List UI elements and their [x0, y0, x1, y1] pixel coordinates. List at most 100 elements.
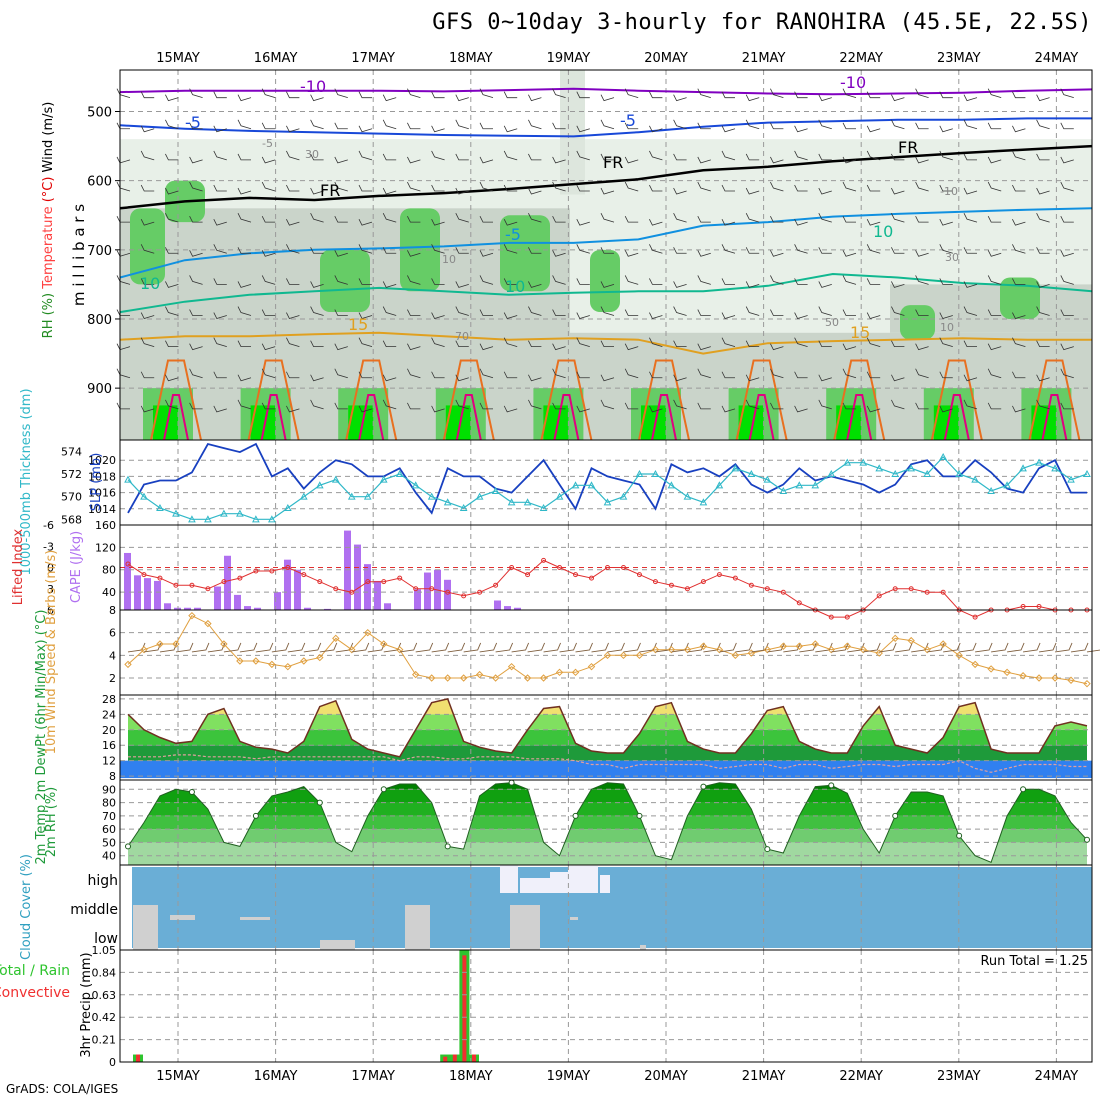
contour-label: -5 — [505, 225, 521, 244]
thickness-point — [363, 492, 372, 500]
wind-barb — [1012, 312, 1026, 319]
cape-bar — [444, 579, 451, 610]
isotherm-25-line — [748, 394, 775, 441]
wind-barb — [794, 312, 808, 319]
isotherm-20-line — [345, 359, 398, 441]
thickness-tick-label: 570 — [61, 491, 82, 504]
wind-barb — [673, 340, 687, 348]
side-legend-part: RH (%) — [41, 289, 56, 339]
line-layer — [116, 87, 1100, 863]
wind-barb — [310, 340, 324, 348]
wind-speed-point — [204, 619, 212, 628]
wind-barb — [1012, 371, 1026, 379]
wind-barb — [963, 306, 978, 316]
wind-barb — [721, 91, 735, 99]
wind-barb — [600, 306, 615, 316]
lifted-index-point — [668, 582, 674, 588]
wind-barb — [455, 340, 469, 348]
lifted-index-point — [940, 589, 946, 595]
contour-label: 30 — [305, 148, 319, 161]
wind-speed-point — [427, 674, 436, 682]
wind-barb — [721, 405, 736, 413]
wind-barb — [1012, 337, 1026, 348]
wind-barb — [1036, 247, 1050, 254]
wind-barb — [431, 150, 445, 161]
cape-bar — [134, 575, 141, 610]
thickness-point — [475, 492, 484, 500]
wind-barb — [382, 212, 397, 223]
wind-speed-point — [156, 640, 164, 648]
wind-barb — [624, 309, 639, 316]
isotherm-line — [119, 331, 1092, 355]
wind-barb — [479, 275, 494, 285]
surface-wind-barb — [895, 642, 913, 653]
wind-barb — [140, 91, 155, 99]
lifted-index-point — [237, 575, 243, 581]
precip-convective-bar — [462, 955, 467, 1062]
thickness-point — [204, 515, 212, 523]
wind-barb — [382, 281, 397, 288]
precip-convective-bar — [472, 1054, 476, 1062]
wind-barb — [503, 312, 518, 319]
wind-barb — [576, 184, 590, 192]
slp-series-line — [127, 442, 1087, 515]
wind-speed-point — [1067, 676, 1075, 684]
wind-barb — [987, 343, 1002, 351]
surface-wind-barb — [399, 642, 418, 653]
surface-wind-barb — [1070, 642, 1089, 653]
wind-barb — [237, 374, 252, 382]
wind-barb — [842, 122, 856, 130]
surface-wind-barb — [319, 642, 338, 653]
date-label-top: 24MAY — [1035, 51, 1079, 66]
wind-barb — [261, 250, 276, 257]
wind-barb — [382, 247, 397, 254]
wind-barb — [818, 153, 832, 161]
wind-barb — [479, 122, 493, 130]
wind-barb — [987, 309, 1002, 316]
surface-wind-barb — [239, 642, 258, 653]
rh-shade-column — [560, 70, 585, 195]
surface-wind-barb — [751, 642, 769, 653]
isotherm-20-line — [638, 359, 690, 441]
temp-band — [128, 698, 1087, 715]
wind-barb — [140, 244, 155, 254]
wind-barb — [455, 247, 469, 254]
lifted-index-point — [1036, 603, 1042, 609]
wind-barb — [261, 368, 276, 379]
wind-barb — [915, 181, 929, 192]
date-label-bottom: 18MAY — [449, 1069, 493, 1080]
wind-barb — [1060, 88, 1074, 99]
wind-speed-point — [172, 640, 180, 648]
wind-speed-point — [124, 660, 132, 669]
wind-barb — [237, 306, 252, 316]
li-tick-label: 0 — [47, 562, 54, 575]
isotherm-25-line — [553, 394, 580, 441]
thickness-point — [331, 475, 340, 483]
wind-barb — [358, 278, 372, 285]
wind-barb — [745, 94, 760, 102]
wind-barb — [939, 218, 953, 226]
cape-axis-label: CAPE (J/kg) — [69, 531, 84, 603]
isotherm-25-line — [846, 394, 873, 441]
wind-barb — [503, 150, 518, 161]
slp-axis-label: SLP (mb) — [89, 453, 104, 512]
cloud-low-block — [405, 905, 430, 950]
cape-tick-label: 160 — [95, 519, 116, 532]
lifted-index-point — [541, 557, 547, 563]
wind-barb — [818, 212, 832, 223]
wind-barb — [1060, 402, 1074, 410]
wind-barb — [165, 281, 179, 288]
wind-barb — [987, 88, 1002, 99]
contour-label: 10 — [140, 274, 160, 293]
wind-barb — [794, 184, 808, 192]
wind-barb — [261, 122, 276, 130]
wind-barb — [1060, 156, 1074, 164]
wind-barb — [939, 184, 953, 192]
temperature-line — [127, 698, 1088, 758]
date-label-bottom: 24MAY — [1035, 1069, 1079, 1080]
cape-bar — [374, 580, 381, 610]
wind-barb — [600, 281, 615, 288]
lifted-index-point — [173, 582, 179, 588]
cape-bar — [504, 606, 511, 610]
wind-barb — [891, 399, 905, 410]
